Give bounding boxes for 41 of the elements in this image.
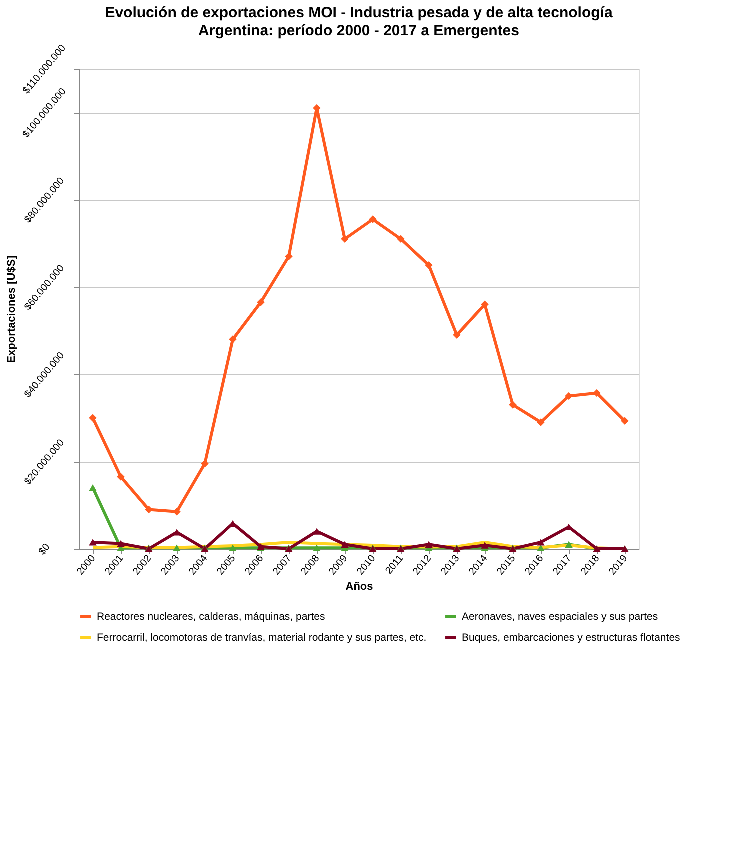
- point: [341, 235, 349, 244]
- x-axis-title: Años: [346, 580, 374, 593]
- legend-label: Aeronaves, naves espaciales y sus partes: [462, 611, 658, 623]
- point: [397, 235, 405, 244]
- point: [369, 216, 377, 224]
- point: [89, 539, 97, 546]
- point: [145, 506, 153, 514]
- point: [89, 414, 97, 422]
- point: [201, 460, 209, 468]
- legend-label: Reactores nucleares, calderas, máquinas, partes: [97, 611, 326, 623]
- point: [173, 544, 181, 552]
- point: [481, 542, 489, 549]
- point: [481, 300, 489, 309]
- point: [593, 389, 601, 398]
- chart-title: Evolución de exportaciones MOI - Industria pesada y de alta tecnología: [105, 4, 614, 22]
- point: [173, 508, 181, 516]
- point: [537, 418, 545, 426]
- point: [537, 539, 545, 546]
- point: [341, 541, 349, 548]
- y-tick-label: $0: [37, 542, 53, 558]
- point: [621, 417, 629, 426]
- point: [453, 331, 461, 340]
- point: [313, 544, 321, 552]
- point: [509, 401, 517, 409]
- chart-subtitle: Argentina: período 2000 - 2017 a Emergentes: [198, 22, 520, 40]
- point: [537, 544, 545, 552]
- point: [117, 473, 125, 481]
- y-axis-title: Exportaciones [U$S]: [6, 255, 18, 364]
- point: [425, 541, 433, 548]
- point: [285, 252, 293, 261]
- point: [565, 541, 573, 548]
- point: [89, 484, 97, 492]
- point: [229, 336, 237, 344]
- legend-label: Buques, embarcaciones y estructuras flotantes: [462, 632, 680, 644]
- point: [173, 529, 181, 536]
- point: [117, 540, 125, 548]
- point: [565, 392, 573, 400]
- legend-label: Ferrocarril, locomotoras de tranvías, material rodante y sus partes, etc.: [97, 632, 427, 644]
- point: [425, 261, 433, 270]
- point: [257, 298, 265, 306]
- point: [229, 544, 237, 552]
